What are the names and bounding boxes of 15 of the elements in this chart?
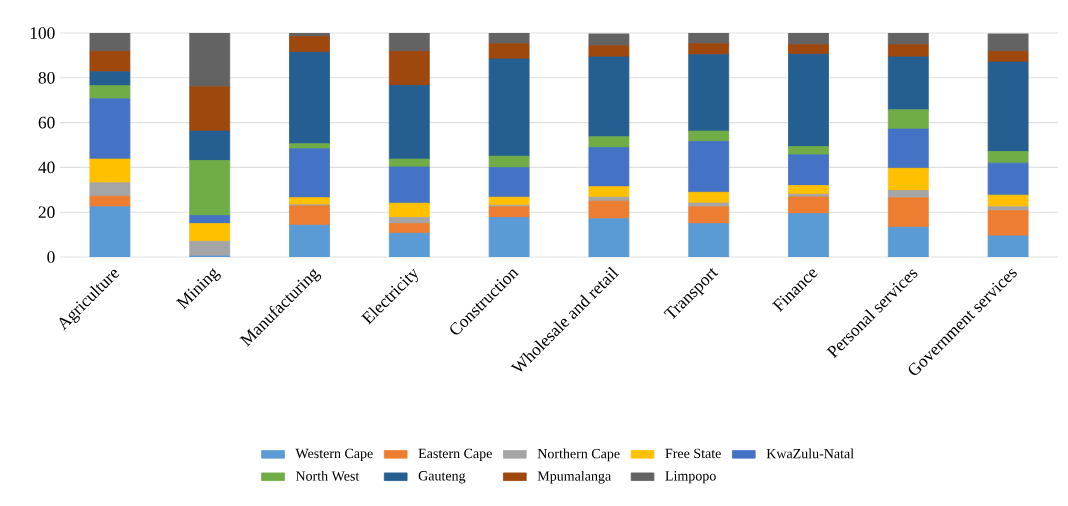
y-tick-label: 20	[38, 206, 55, 219]
legend-label: Limpopo	[665, 471, 716, 484]
legend-label: Mpumalanga	[537, 470, 611, 484]
legend-label: Western Cape	[295, 448, 373, 461]
legend-label: Free State	[665, 448, 721, 459]
legend-label: KwaZulu-Natal	[766, 448, 854, 459]
legend-label: Eastern Cape	[418, 448, 492, 461]
legend-label: Gauteng	[418, 471, 466, 484]
legend-label: North West	[295, 470, 360, 481]
y-tick-label: 80	[38, 71, 55, 84]
y-tick-label: 100	[30, 27, 55, 39]
legend-label: Northern Cape	[537, 448, 620, 462]
y-tick-label: 60	[38, 116, 55, 129]
y-tick-label: 40	[38, 161, 55, 174]
y-tick-label: 0	[47, 251, 55, 263]
